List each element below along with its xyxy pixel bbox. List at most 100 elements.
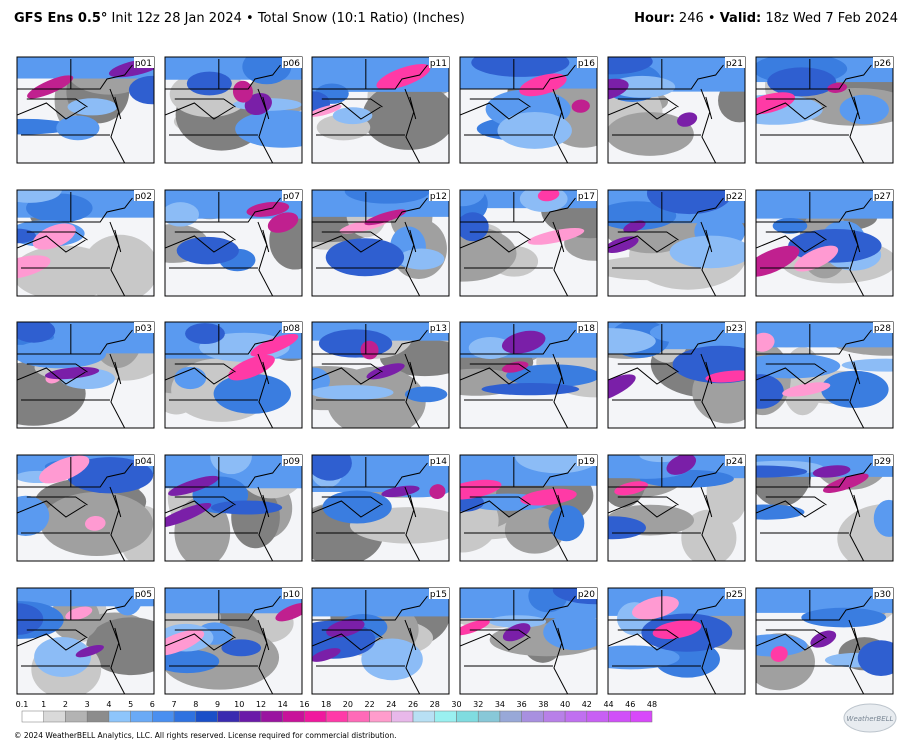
map-panel xyxy=(17,455,154,561)
snow-heavy xyxy=(501,330,546,354)
panel-label: p23 xyxy=(726,324,743,334)
panel-label-bg xyxy=(725,190,745,201)
hour: 246 xyxy=(679,11,704,26)
panel-frame xyxy=(164,587,303,695)
snow-blue xyxy=(772,217,808,234)
init: Init 12z 28 Jan 2024 xyxy=(112,11,242,26)
panel-frame xyxy=(16,321,155,429)
snow-blue xyxy=(481,383,580,396)
snow-heavy xyxy=(312,648,341,662)
snow-blue xyxy=(67,98,118,116)
snow-blue xyxy=(460,212,489,242)
snow-heavy xyxy=(608,374,636,403)
snow-heavy xyxy=(360,340,379,360)
snow-blue xyxy=(17,190,62,203)
panel-label-bg xyxy=(873,588,893,599)
panel-label: p14 xyxy=(430,457,447,467)
panel-frame xyxy=(607,321,746,429)
colorbar-label: 4 xyxy=(106,700,111,709)
panel-frame xyxy=(164,454,303,562)
colorbar-label: 24 xyxy=(386,700,396,709)
panel-frame xyxy=(311,56,450,164)
snow-heavy xyxy=(165,629,205,656)
snow-heavy xyxy=(571,99,590,113)
state-borders xyxy=(608,324,724,428)
snow-heavy xyxy=(794,245,839,272)
snow-heavy xyxy=(537,190,560,202)
colorbar-swatch xyxy=(130,710,153,723)
hour-label: Hour: xyxy=(634,11,675,26)
panel-frame xyxy=(459,454,598,562)
snow-heavy xyxy=(381,485,420,498)
colorbar-label: 3 xyxy=(85,700,90,709)
colorbar-label: 10 xyxy=(234,700,244,709)
snow-heavy xyxy=(312,104,342,117)
state-borders xyxy=(312,457,428,561)
map-panel xyxy=(608,190,745,296)
colorbar-swatch xyxy=(499,710,522,723)
colorbar-swatch xyxy=(238,710,262,723)
panel-label-bg xyxy=(873,57,893,68)
colorbar-label: 5 xyxy=(128,700,133,709)
snow-gray xyxy=(608,112,694,156)
snow-heavy xyxy=(168,475,219,496)
snow-blue xyxy=(608,57,653,75)
snow-heavy xyxy=(502,623,531,642)
panel-label-bg xyxy=(577,190,597,201)
panel-label: p29 xyxy=(874,457,891,467)
snow-blue xyxy=(213,373,291,414)
panel-label: p19 xyxy=(578,457,595,467)
state-borders xyxy=(756,457,872,561)
colorbar-label: 8 xyxy=(193,700,198,709)
snow-heavy xyxy=(65,606,93,621)
snow-heavy xyxy=(527,228,585,245)
snow-heavy xyxy=(677,112,698,127)
map-panel xyxy=(756,455,893,561)
panel-label: p27 xyxy=(874,192,891,202)
separator: • xyxy=(708,11,716,26)
snow-heavy xyxy=(652,620,702,640)
valid: 18z Wed 7 Feb 2024 xyxy=(765,11,898,26)
colorbar-label: 32 xyxy=(473,700,483,709)
panel-frame xyxy=(164,321,303,429)
panel-label: p18 xyxy=(578,324,595,334)
map-panel xyxy=(312,190,449,296)
snow-heavy xyxy=(232,80,253,103)
colorbar-swatch xyxy=(477,710,501,723)
snow-heavy xyxy=(376,64,431,90)
colorbar-label: 0.1 xyxy=(16,700,29,709)
panel-label-bg xyxy=(725,588,745,599)
panel-grid: p01 p06 p11 p16 p21 p26 p02 p07 p12 p17 p22 p27 p03 p… xyxy=(16,56,894,695)
snow-heavy xyxy=(17,255,51,280)
snow-blue xyxy=(56,115,100,141)
map-panel xyxy=(756,588,893,694)
state-borders xyxy=(17,324,133,428)
state-borders xyxy=(460,59,576,163)
map-panel xyxy=(165,455,302,561)
colorbar-swatch xyxy=(630,710,653,723)
panel-label: p09 xyxy=(283,457,300,467)
snow-blue xyxy=(665,57,707,77)
snow-blue xyxy=(548,505,585,542)
colorbar-label: 30 xyxy=(451,700,461,709)
snow-blue xyxy=(312,455,352,481)
panel-label: p15 xyxy=(430,590,447,600)
state-borders xyxy=(608,192,724,296)
snow-blue xyxy=(332,107,373,125)
snow-blue xyxy=(165,202,200,227)
colorbar-swatch xyxy=(391,710,414,723)
state-borders xyxy=(165,324,281,428)
panel-frame xyxy=(164,189,303,297)
panel-label-bg xyxy=(134,57,154,68)
snow-heavy xyxy=(632,596,679,620)
panel-label-bg xyxy=(873,455,893,466)
colorbar-swatch xyxy=(43,710,66,723)
snow-heavy xyxy=(27,75,74,99)
map-panel xyxy=(756,190,893,296)
map-panel xyxy=(460,455,597,561)
panel-label-bg xyxy=(134,455,154,466)
panel-frame xyxy=(607,56,746,164)
colorbar-swatch xyxy=(412,710,436,723)
map-panel xyxy=(460,322,597,428)
colorbar-swatch xyxy=(347,710,370,723)
